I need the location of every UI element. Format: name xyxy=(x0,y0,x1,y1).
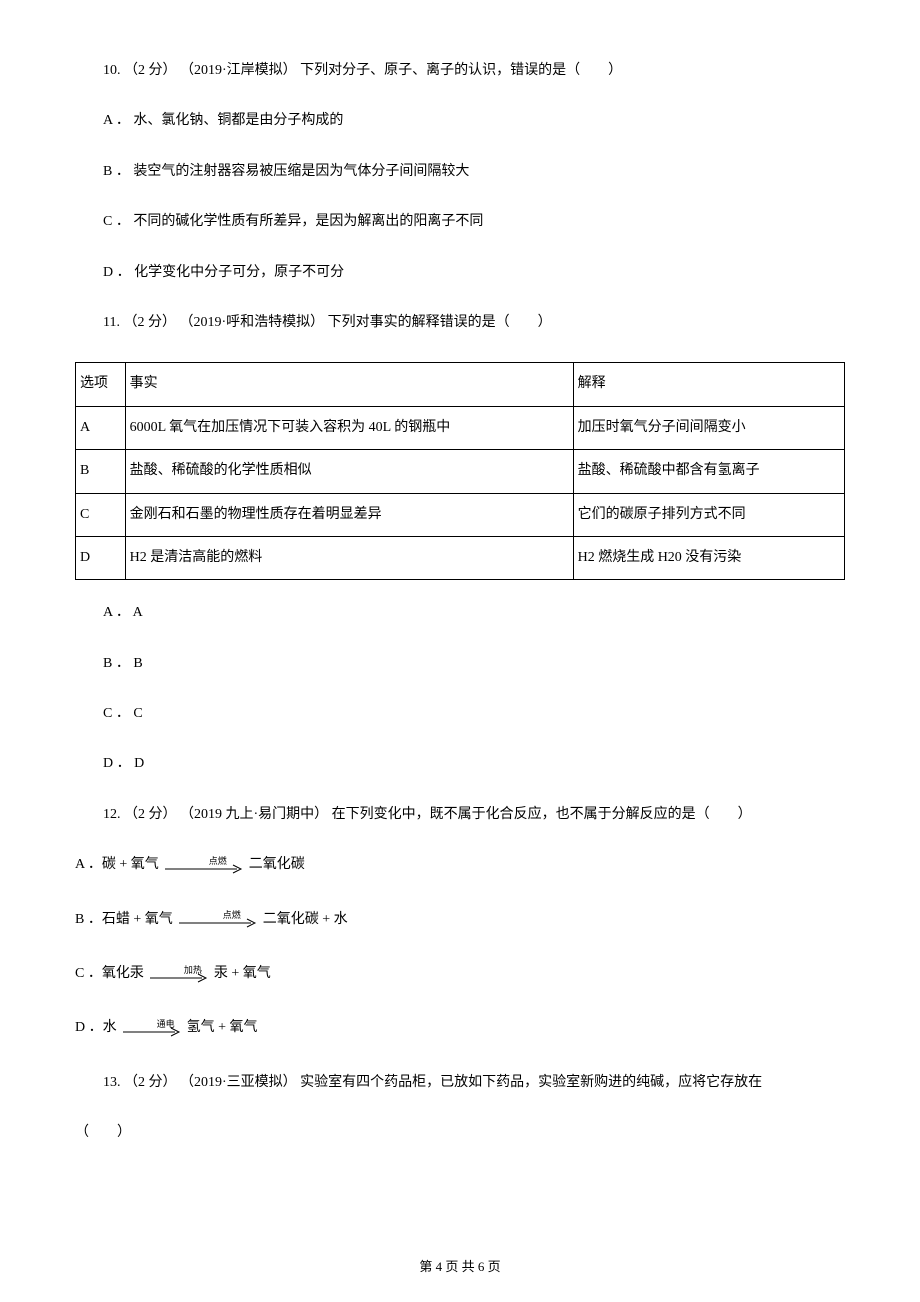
q13-prompt: 13. （2 分） （2019·三亚模拟） 实验室有四个药品柜，已放如下药品，实… xyxy=(75,1072,845,1094)
q11-prompt: 11. （2 分） （2019·呼和浩特模拟） 下列对事实的解释错误的是（ ） xyxy=(75,312,845,334)
table-cell: 6000L 氧气在加压情况下可装入容积为 40L 的钢瓶中 xyxy=(125,406,573,449)
option-prefix: A ． xyxy=(75,854,102,876)
q11-table: 选项 事实 解释 A 6000L 氧气在加压情况下可装入容积为 40L 的钢瓶中… xyxy=(75,362,845,580)
table-cell: C xyxy=(76,493,126,536)
table-cell: 加压时氧气分子间间隔变小 xyxy=(573,406,844,449)
table-header-fact: 事实 xyxy=(125,363,573,406)
q11-option-c: C ． C xyxy=(75,703,845,725)
reaction-left: 石蜡 + 氧气 xyxy=(102,909,173,931)
table-cell: 它们的碳原子排列方式不同 xyxy=(573,493,844,536)
q12-option-c: C ． 氧化汞 加热 汞 + 氧气 xyxy=(75,963,845,985)
q11-option-a: A ． A xyxy=(75,602,845,624)
table-cell: 盐酸、稀硫酸的化学性质相似 xyxy=(125,450,573,493)
reaction-arrow-icon: 通电 xyxy=(123,1020,181,1037)
table-cell: A xyxy=(76,406,126,449)
table-header-explain: 解释 xyxy=(573,363,844,406)
reaction-right: 氢气 + 氧气 xyxy=(187,1017,258,1039)
reaction-left: 氧化汞 xyxy=(102,963,144,985)
q10-option-d: D ． 化学变化中分子可分，原子不可分 xyxy=(75,262,845,284)
q10-option-b: B ． 装空气的注射器容易被压缩是因为气体分子间间隔较大 xyxy=(75,161,845,183)
option-prefix: C ． xyxy=(75,963,102,985)
table-row: A 6000L 氧气在加压情况下可装入容积为 40L 的钢瓶中 加压时氧气分子间… xyxy=(76,406,845,449)
q10-option-a: A ． 水、氯化钠、铜都是由分子构成的 xyxy=(75,110,845,132)
q11-option-b: B ． B xyxy=(75,653,845,675)
q12-option-a: A ． 碳 + 氧气 点燃 二氧化碳 xyxy=(75,854,845,876)
table-cell: 盐酸、稀硫酸中都含有氢离子 xyxy=(573,450,844,493)
reaction-arrow-icon: 加热 xyxy=(150,966,208,983)
q10-option-c: C ． 不同的碱化学性质有所差异，是因为解离出的阳离子不同 xyxy=(75,211,845,233)
reaction-right: 二氧化碳 + 水 xyxy=(263,909,348,931)
q12-prompt: 12. （2 分） （2019 九上·易门期中） 在下列变化中，既不属于化合反应… xyxy=(75,804,845,826)
reaction-left: 碳 + 氧气 xyxy=(102,854,159,876)
table-cell: H2 燃烧生成 H20 没有污染 xyxy=(573,536,844,579)
table-header-option: 选项 xyxy=(76,363,126,406)
table-row: B 盐酸、稀硫酸的化学性质相似 盐酸、稀硫酸中都含有氢离子 xyxy=(76,450,845,493)
reaction-right: 汞 + 氧气 xyxy=(214,963,271,985)
q12-option-b: B ． 石蜡 + 氧气 点燃 二氧化碳 + 水 xyxy=(75,909,845,931)
option-prefix: D ． xyxy=(75,1017,103,1039)
reaction-arrow-icon: 点燃 xyxy=(165,857,243,874)
table-row: D H2 是清洁高能的燃料 H2 燃烧生成 H20 没有污染 xyxy=(76,536,845,579)
table-cell: H2 是清洁高能的燃料 xyxy=(125,536,573,579)
option-prefix: B ． xyxy=(75,909,102,931)
reaction-arrow-icon: 点燃 xyxy=(179,911,257,928)
table-cell: B xyxy=(76,450,126,493)
q12-option-d: D ． 水 通电 氢气 + 氧气 xyxy=(75,1017,845,1039)
table-cell: 金刚石和石墨的物理性质存在着明显差异 xyxy=(125,493,573,536)
table-cell: D xyxy=(76,536,126,579)
page-footer: 第 4 页 共 6 页 xyxy=(0,1257,920,1278)
q11-option-d: D ． D xyxy=(75,753,845,775)
reaction-left: 水 xyxy=(103,1017,117,1039)
q10-prompt: 10. （2 分） （2019·江岸模拟） 下列对分子、原子、离子的认识，错误的… xyxy=(75,60,845,82)
reaction-right: 二氧化碳 xyxy=(249,854,305,876)
q13-continuation: （ ） xyxy=(75,1122,845,1144)
table-row: C 金刚石和石墨的物理性质存在着明显差异 它们的碳原子排列方式不同 xyxy=(76,493,845,536)
table-row: 选项 事实 解释 xyxy=(76,363,845,406)
